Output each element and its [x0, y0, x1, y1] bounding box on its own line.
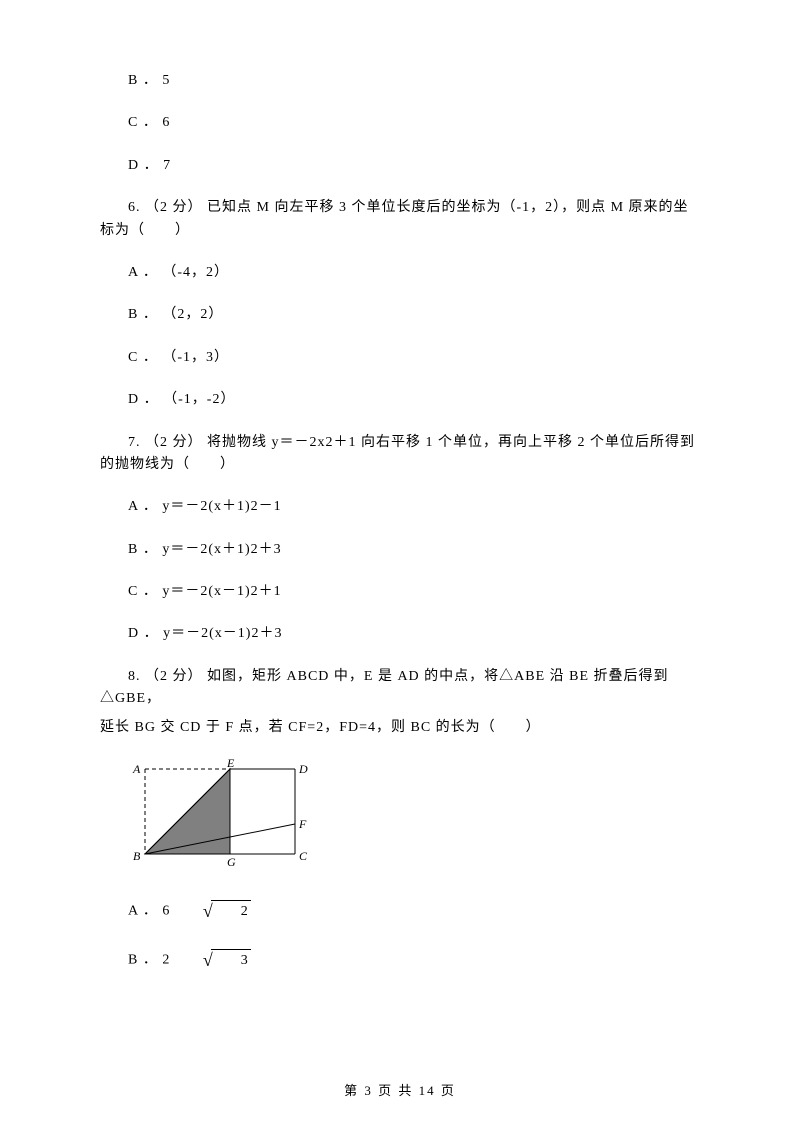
option-letter: D: [128, 392, 139, 407]
svg-text:E: E: [226, 759, 235, 770]
radicand: 3: [211, 949, 251, 972]
svg-text:A: A: [132, 762, 141, 776]
option-text: （-4，2）: [162, 265, 229, 280]
page-footer: 第 3 页 共 14 页: [0, 1081, 800, 1102]
question-7: 7. （2 分） 将抛物线 y＝－2x2＋1 向右平移 1 个单位，再向上平移 …: [100, 432, 700, 477]
option-row: D ． 7: [100, 155, 700, 177]
option-text: y＝－2(x－1)2＋3: [163, 626, 282, 641]
option-row: C ． y＝－2(x－1)2＋1: [100, 581, 700, 603]
page-number: 第 3 页 共 14 页: [344, 1083, 456, 1098]
option-letter: B: [128, 953, 138, 968]
option-coef: 6: [162, 904, 170, 919]
option-letter: D: [128, 158, 139, 173]
question-points: （2 分）: [145, 200, 203, 215]
option-row: B ． （2，2）: [100, 304, 700, 326]
q8-diagram: A E D B G C F: [130, 759, 700, 877]
option-text: （2，2）: [162, 307, 223, 322]
option-letter: B: [128, 542, 138, 557]
option-text: 7: [163, 158, 171, 173]
option-text: y＝－2(x＋1)2－1: [162, 499, 281, 514]
question-8-cont: 延长 BG 交 CD 于 F 点，若 CF=2，FD=4，则 BC 的长为（ ）: [100, 717, 700, 739]
option-letter: B: [128, 307, 138, 322]
svg-text:F: F: [298, 817, 307, 831]
svg-text:D: D: [298, 762, 308, 776]
option-row: D ． （-1，-2）: [100, 389, 700, 411]
option-letter: C: [128, 584, 138, 599]
option-letter: A: [128, 499, 138, 514]
question-number: 7.: [128, 435, 141, 450]
option-row: C ． （-1，3）: [100, 347, 700, 369]
option-row: B ． y＝－2(x＋1)2＋3: [100, 539, 700, 561]
option-text: 5: [162, 73, 170, 88]
svg-text:G: G: [227, 855, 236, 869]
question-stem-line2: 延长 BG 交 CD 于 F 点，若 CF=2，FD=4，则 BC 的长为（ ）: [100, 720, 541, 735]
question-8: 8. （2 分） 如图，矩形 ABCD 中，E 是 AD 的中点，将△ABE 沿…: [100, 666, 700, 711]
option-letter: A: [128, 265, 138, 280]
option-text: y＝－2(x＋1)2＋3: [162, 542, 281, 557]
option-row: A ． （-4，2）: [100, 262, 700, 284]
question-number: 6.: [128, 200, 141, 215]
option-row: B ． 2 √3: [100, 946, 700, 975]
option-row: A ． y＝－2(x＋1)2－1: [100, 496, 700, 518]
question-points: （2 分）: [145, 435, 203, 450]
svg-text:C: C: [299, 849, 308, 863]
option-letter: A: [128, 904, 138, 919]
option-row: B ． 5: [100, 70, 700, 92]
option-text: y＝－2(x－1)2＋1: [162, 584, 281, 599]
svg-text:B: B: [133, 849, 141, 863]
page: B ． 5 C ． 6 D ． 7 6. （2 分） 已知点 M 向左平移 3 …: [0, 0, 800, 1132]
option-letter: C: [128, 350, 138, 365]
radicand: 2: [211, 900, 251, 923]
option-letter: D: [128, 626, 139, 641]
sqrt-icon: √3: [175, 946, 251, 975]
question-6: 6. （2 分） 已知点 M 向左平移 3 个单位长度后的坐标为（-1，2），则…: [100, 197, 700, 242]
option-text: 6: [162, 115, 170, 130]
question-points: （2 分）: [145, 669, 203, 684]
sqrt-icon: √2: [175, 897, 251, 926]
option-text: （-1，-2）: [163, 392, 235, 407]
option-letter: B: [128, 73, 138, 88]
option-row: D ． y＝－2(x－1)2＋3: [100, 623, 700, 645]
content: B ． 5 C ． 6 D ． 7 6. （2 分） 已知点 M 向左平移 3 …: [100, 70, 700, 975]
option-row: C ． 6: [100, 112, 700, 134]
option-letter: C: [128, 115, 138, 130]
option-text: （-1，3）: [162, 350, 229, 365]
rectangle-fold-diagram: A E D B G C F: [130, 759, 310, 869]
option-row: A ． 6 √2: [100, 897, 700, 926]
question-number: 8.: [128, 669, 141, 684]
option-coef: 2: [162, 953, 170, 968]
